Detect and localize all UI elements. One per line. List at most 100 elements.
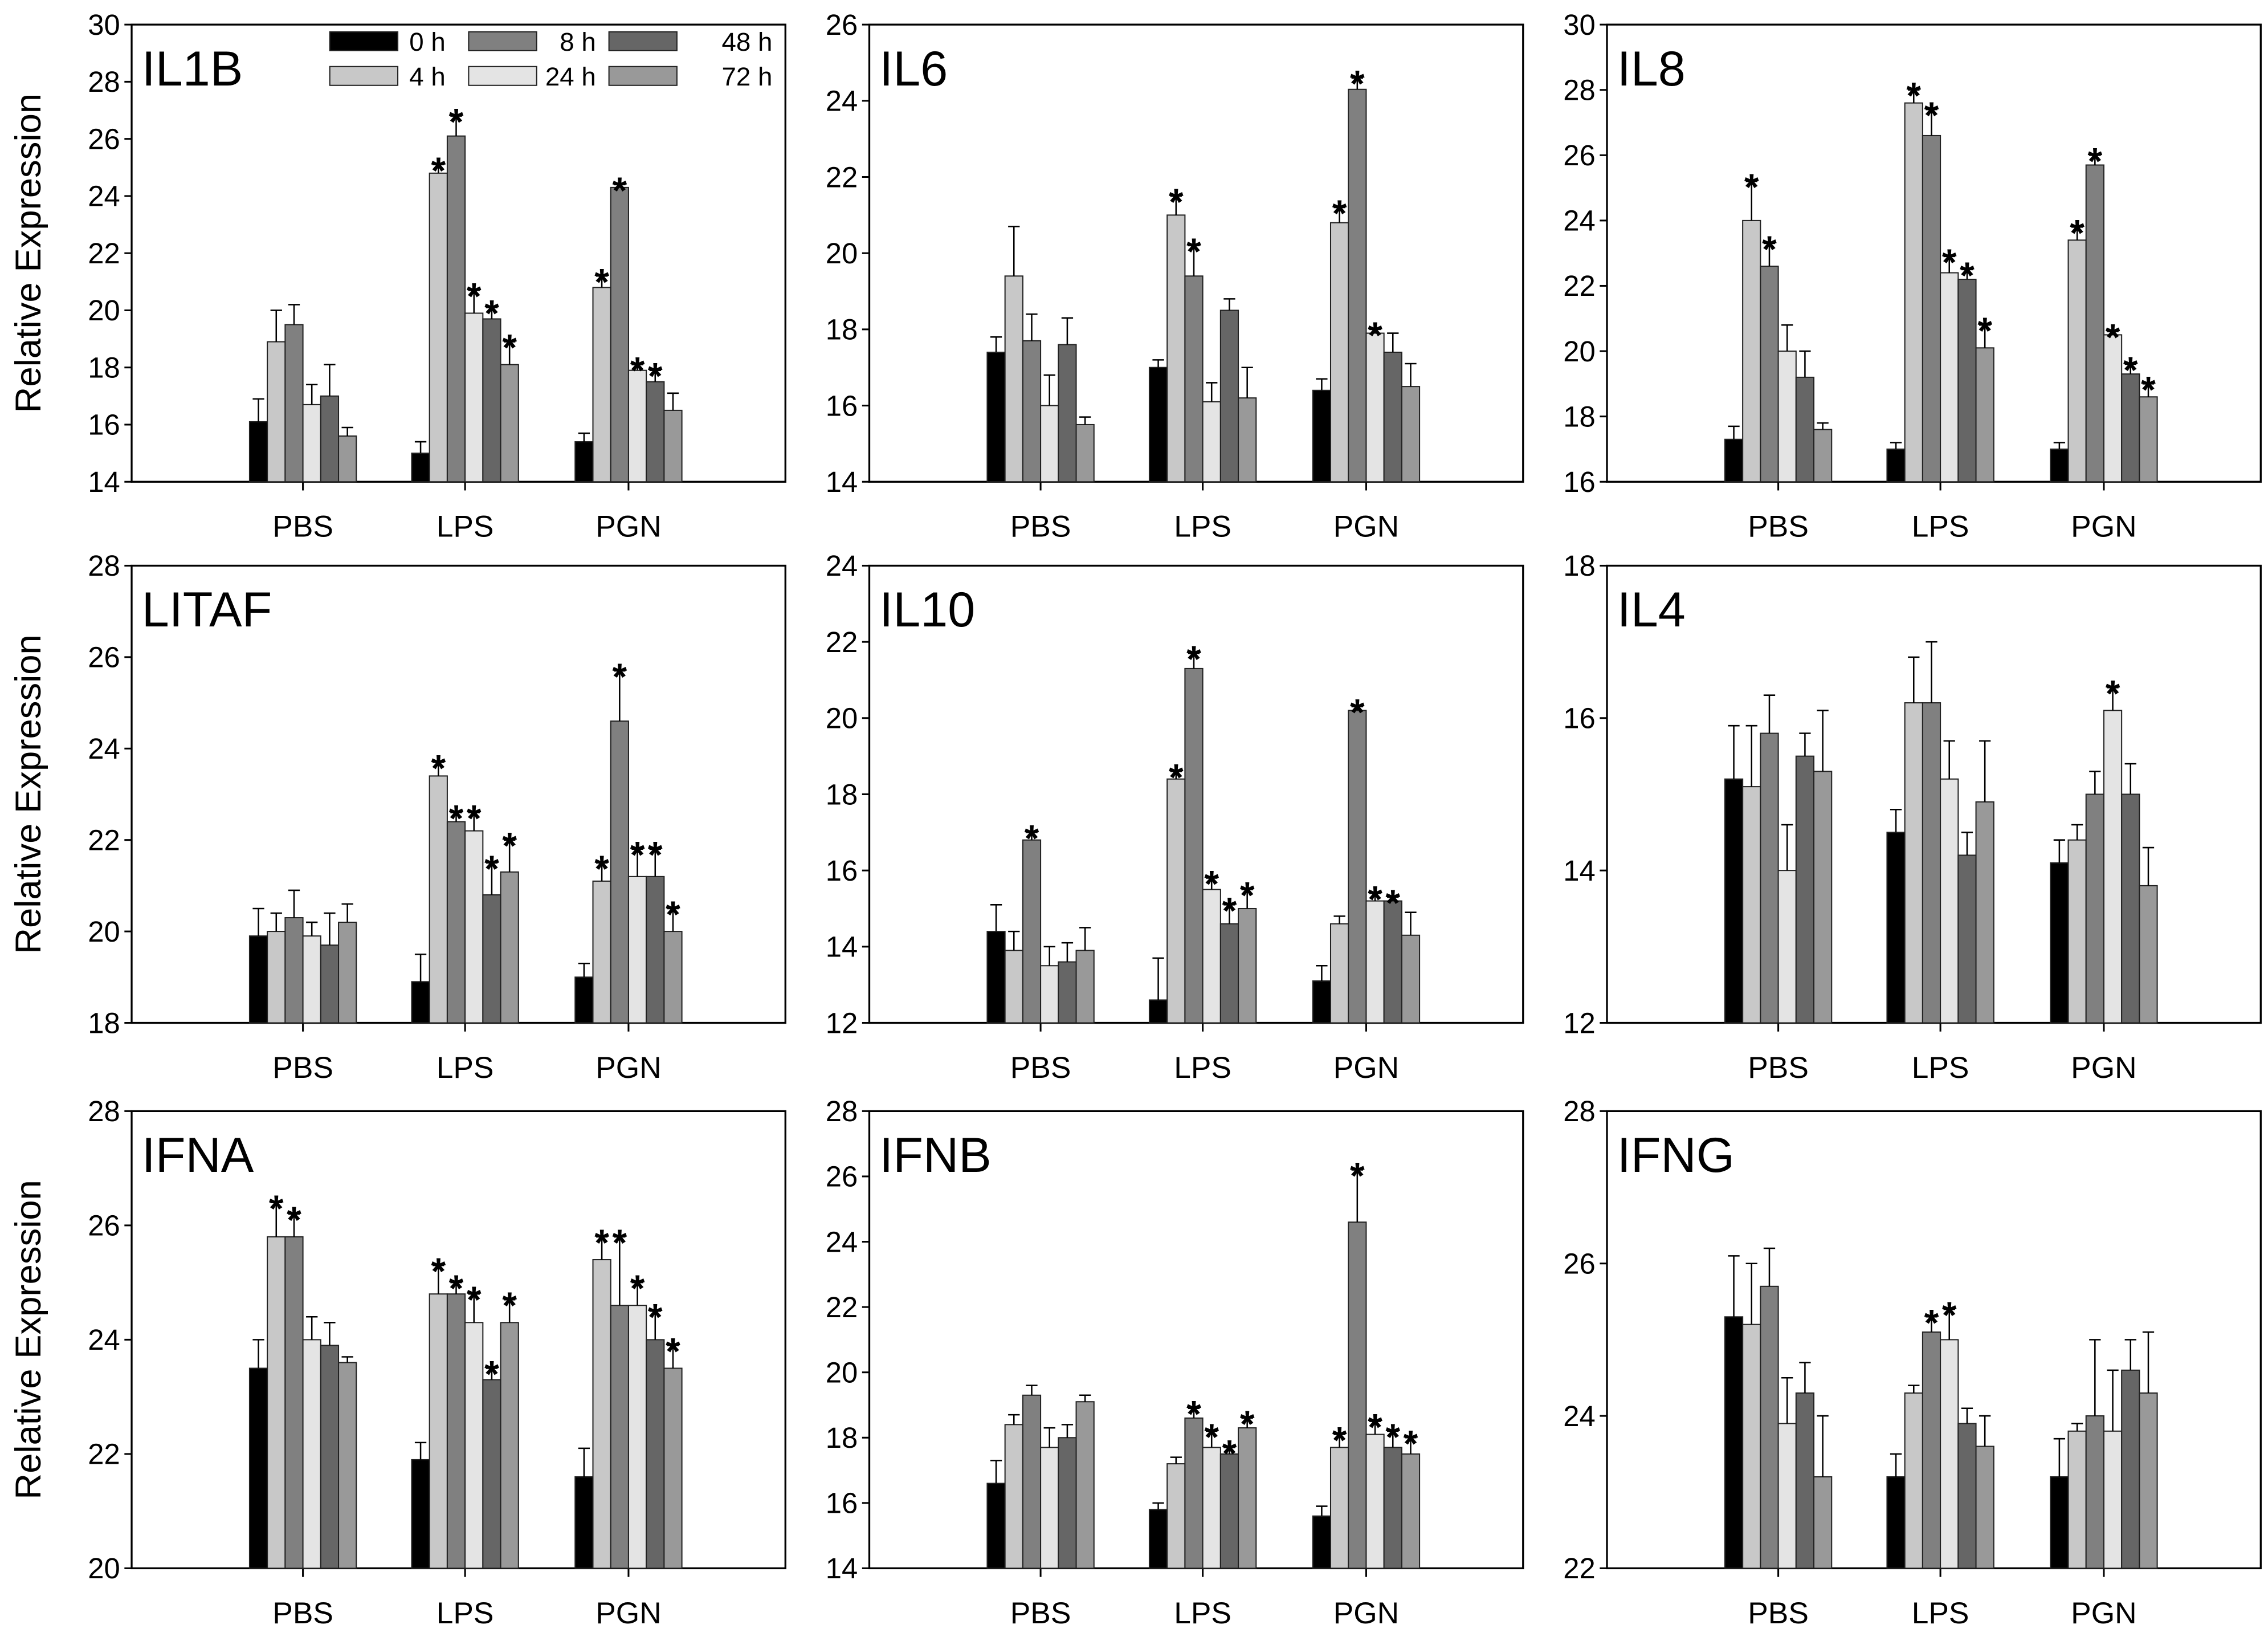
bar-pbs-4h <box>1004 1424 1023 1569</box>
x-category-label: PGN <box>1333 510 1400 544</box>
y-tick-label: 26 <box>1563 1247 1595 1280</box>
y-tick-label: 18 <box>826 1422 858 1454</box>
bar-pgn-72h <box>663 409 683 483</box>
panel-title: IL10 <box>879 583 975 637</box>
x-category-label: LPS <box>1174 1597 1231 1630</box>
x-category-label: LPS <box>1174 510 1231 544</box>
bar-lps-24h <box>464 312 484 483</box>
bar-lps-48h <box>482 1379 501 1569</box>
bar-lps-0h <box>1886 832 1906 1024</box>
significance-star: * <box>648 355 663 397</box>
bar-pgn-4h <box>1329 1447 1349 1569</box>
bar-lps-72h <box>500 871 519 1024</box>
significance-star: * <box>2070 211 2085 254</box>
y-tick-label: 18 <box>826 313 858 346</box>
bar-pgn-8h <box>2085 793 2104 1024</box>
bar-pgn-8h <box>610 186 629 483</box>
bar-pbs-8h <box>1760 732 1779 1024</box>
significance-star: * <box>449 1267 464 1309</box>
y-tick-label: 14 <box>826 466 858 498</box>
bar-lps-0h <box>411 981 430 1024</box>
significance-star: * <box>2123 349 2138 391</box>
significance-star: * <box>431 1250 446 1292</box>
bar-pgn-72h <box>1401 934 1421 1024</box>
bar-pgn-24h <box>627 1305 647 1569</box>
significance-star: * <box>1385 882 1400 924</box>
y-tick-label: 14 <box>88 466 120 498</box>
significance-star: * <box>630 349 645 392</box>
y-tick-label: 24 <box>88 180 120 213</box>
significance-star: * <box>1924 94 1939 136</box>
bar-pbs-72h <box>1813 771 1833 1024</box>
significance-star: * <box>1240 874 1255 917</box>
y-tick-label: 24 <box>826 549 858 582</box>
significance-star: * <box>1942 1294 1957 1336</box>
significance-star: * <box>1744 166 1759 208</box>
x-category-label: LPS <box>437 1051 494 1085</box>
bar-lps-0h <box>1148 999 1168 1024</box>
y-axis-label: Relative Expression <box>9 93 48 413</box>
significance-star: * <box>1942 241 1957 283</box>
chart-panel-ifng: 22 24 26 28 IFNG PBS LPS * * PGN <box>1563 1095 2262 1630</box>
bar-pbs-0h <box>248 421 268 483</box>
bar-lps-4h <box>1904 1392 1923 1569</box>
bar-lps-24h <box>464 830 484 1024</box>
legend-swatch <box>329 31 399 51</box>
bar-pbs-8h <box>1760 1285 1779 1569</box>
bar-pgn-8h <box>2085 164 2104 483</box>
legend-label: 8 h <box>560 27 596 56</box>
x-category-label: PGN <box>2071 1597 2137 1630</box>
bar-pgn-4h <box>1329 222 1349 483</box>
y-tick-label: 24 <box>826 85 858 117</box>
significance-star: * <box>594 848 609 890</box>
bar-lps-4h <box>429 1293 448 1569</box>
significance-star: * <box>1186 638 1201 680</box>
bar-pgn-4h <box>1329 923 1349 1024</box>
legend-swatch <box>468 66 537 86</box>
y-tick-label: 20 <box>826 237 858 270</box>
significance-star: * <box>502 1284 517 1326</box>
bar-lps-4h <box>429 775 448 1024</box>
y-tick-label: 24 <box>826 1225 858 1258</box>
panel-title: LITAF <box>142 583 272 637</box>
bar-lps-8h <box>446 1293 466 1569</box>
x-category-label: PGN <box>1333 1597 1400 1630</box>
significance-star: * <box>1332 1419 1347 1461</box>
bar-pgn-0h <box>2050 448 2069 483</box>
bar-pbs-72h <box>1813 429 1833 483</box>
bar-pbs-72h <box>338 1362 357 1569</box>
bar-lps-8h <box>1922 135 1941 483</box>
bar-pbs-48h <box>320 395 340 483</box>
bar-lps-72h <box>1975 801 1994 1024</box>
bar-pgn-72h <box>2139 885 2158 1024</box>
bar-pgn-24h <box>627 875 647 1024</box>
significance-star: * <box>1222 889 1237 931</box>
x-category-label: PGN <box>595 1051 662 1085</box>
bar-lps-48h <box>482 894 501 1024</box>
y-tick-label: 14 <box>1563 854 1595 887</box>
significance-star: * <box>287 1199 301 1241</box>
significance-star: * <box>1204 863 1219 905</box>
bar-pbs-72h <box>1075 423 1095 483</box>
legend-swatch <box>329 66 399 86</box>
y-axis-label: Relative Expression <box>9 634 48 954</box>
x-category-label: PBS <box>1748 1597 1809 1630</box>
x-category-label: LPS <box>1912 510 1969 544</box>
x-category-label: PGN <box>2071 510 2137 544</box>
significance-star: * <box>1332 192 1347 234</box>
bar-pgn-8h <box>610 720 629 1024</box>
y-tick-label: 16 <box>826 1487 858 1520</box>
y-tick-label: 16 <box>1563 466 1595 498</box>
bar-lps-72h <box>1238 907 1257 1024</box>
legend-label: 4 h <box>409 62 445 91</box>
y-tick-label: 20 <box>88 294 120 327</box>
bar-pbs-0h <box>986 351 1006 483</box>
significance-star: * <box>612 1221 627 1264</box>
significance-star: * <box>648 1296 663 1338</box>
bar-pbs-4h <box>1742 1324 1761 1569</box>
y-tick-label: 16 <box>1563 702 1595 735</box>
bar-lps-8h <box>1922 1331 1941 1569</box>
